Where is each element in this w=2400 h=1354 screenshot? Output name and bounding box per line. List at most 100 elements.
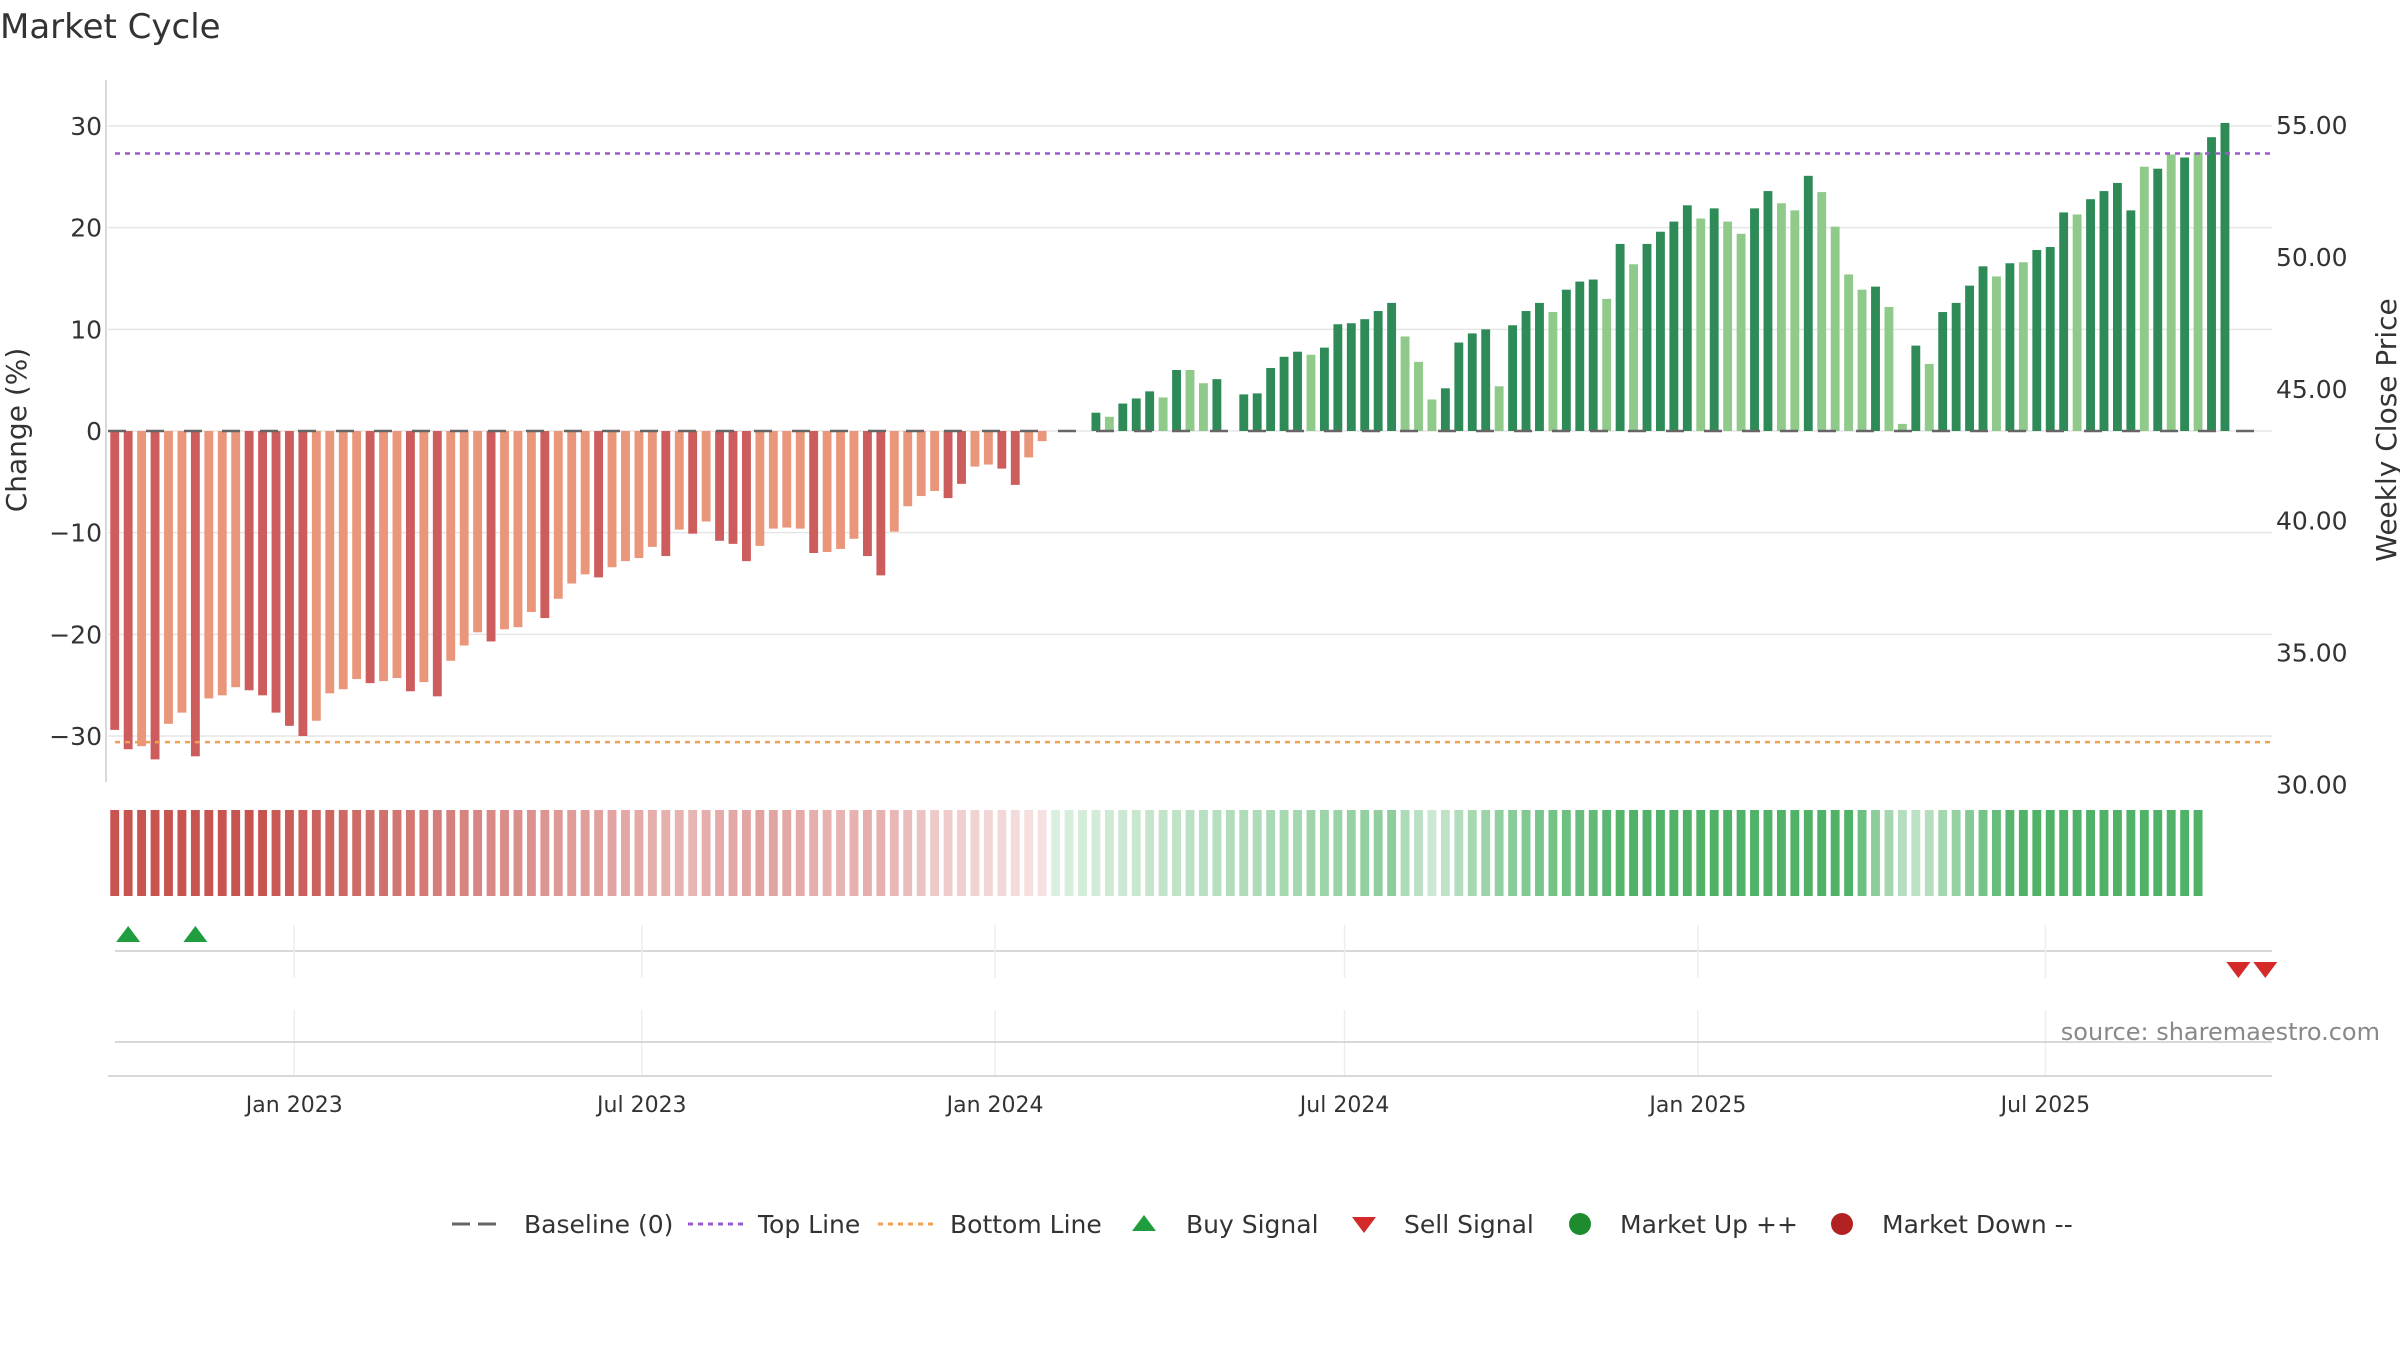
change-bar (1373, 311, 1383, 431)
change-bar (1588, 279, 1598, 431)
change-bar (1387, 302, 1397, 431)
trend-cell (1172, 810, 1181, 896)
change-bar (634, 431, 644, 559)
change-bar (137, 431, 147, 747)
x-tick-label: Jul 2025 (1999, 1093, 2091, 1118)
change-bar (567, 431, 577, 584)
change-bar (459, 431, 469, 646)
trend-cell (137, 810, 147, 896)
trend-cell (379, 810, 388, 896)
trend-cell (1897, 810, 1907, 896)
change-bar (1414, 361, 1423, 431)
trend-cell (943, 810, 953, 896)
trend-cell (997, 810, 1007, 896)
change-bar (1884, 306, 1894, 431)
change-bar (1736, 233, 1746, 431)
trend-cell (1844, 810, 1854, 896)
y-tick-label-left: −30 (49, 722, 102, 751)
trend-cell (486, 810, 496, 896)
trend-cell (1817, 810, 1827, 896)
trend-cell (822, 810, 832, 896)
change-bar (1427, 399, 1437, 431)
change-bar (1024, 431, 1034, 458)
trend-cell (957, 810, 966, 896)
change-bar (1118, 403, 1128, 431)
trend-cell (553, 810, 563, 896)
change-bar (1319, 347, 1329, 431)
trend-cell (688, 810, 698, 896)
legend-label: Baseline (0) (524, 1210, 673, 1239)
change-bar (1924, 363, 1934, 431)
change-bar (1696, 218, 1706, 431)
trend-cell (1010, 810, 1020, 896)
change-bar (1333, 324, 1343, 431)
change-bar (432, 431, 442, 697)
legend-sell-swatch (1352, 1217, 1376, 1233)
y-tick-label-right: 30.00 (2276, 771, 2348, 800)
change-bar (1212, 379, 1222, 431)
trend-cell (634, 810, 644, 896)
trend-cell (1360, 810, 1370, 896)
change-bar (110, 431, 120, 730)
change-bar (1669, 221, 1679, 431)
change-bar (1158, 397, 1168, 431)
change-bar (822, 431, 832, 552)
change-bar (379, 431, 388, 682)
trend-cell (1938, 810, 1948, 896)
trend-cell (768, 810, 778, 896)
trend-cell (876, 810, 886, 896)
change-bar (231, 431, 241, 688)
trend-cell (500, 810, 509, 896)
y-tick-label-right: 50.00 (2276, 243, 2348, 272)
trend-cell (2059, 810, 2069, 896)
change-bar (2112, 182, 2122, 431)
change-bar (1199, 383, 1208, 431)
trend-strip (110, 810, 2203, 896)
trend-cell (164, 810, 173, 896)
legend-label: Top Line (757, 1210, 860, 1239)
trend-cell (970, 810, 980, 896)
change-bar (594, 431, 604, 578)
trend-cell (1924, 810, 1934, 896)
change-bar (1239, 394, 1249, 431)
change-bar (1481, 329, 1491, 431)
trend-cell (1131, 810, 1141, 896)
change-bar (190, 431, 200, 757)
change-bar (768, 431, 778, 529)
trend-cell (621, 810, 630, 896)
change-bar (1790, 210, 1800, 431)
trend-cell (2099, 810, 2109, 896)
trend-cell (755, 810, 765, 896)
trend-cell (1333, 810, 1343, 896)
change-bar (2059, 212, 2069, 431)
trend-cell (1992, 810, 2001, 896)
trend-cell (2086, 810, 2095, 896)
trend-cell (1467, 810, 1477, 896)
x-tick-label: Jan 2023 (244, 1093, 343, 1118)
trend-cell (540, 810, 550, 896)
change-bar (795, 431, 805, 529)
trend-cell (285, 810, 294, 896)
change-bar (526, 431, 536, 612)
trend-cell (1212, 810, 1222, 896)
change-bar (2180, 157, 2190, 431)
trend-cell (365, 810, 375, 896)
change-bar (701, 431, 711, 522)
trend-cell (916, 810, 926, 896)
change-bar (1266, 367, 1276, 431)
change-bar (365, 431, 375, 684)
change-bar (1575, 281, 1585, 431)
trend-cell (1830, 810, 1840, 896)
trend-cell (392, 810, 402, 896)
change-bar (405, 431, 415, 692)
change-bar (1817, 192, 1827, 431)
change-bar (540, 431, 550, 619)
sell-signal-marker (2226, 962, 2251, 978)
trend-cell (2166, 810, 2176, 896)
trend-cell (715, 810, 724, 896)
trend-cell (1911, 810, 1921, 896)
change-bar (1535, 302, 1544, 431)
trend-cell (2193, 810, 2203, 896)
